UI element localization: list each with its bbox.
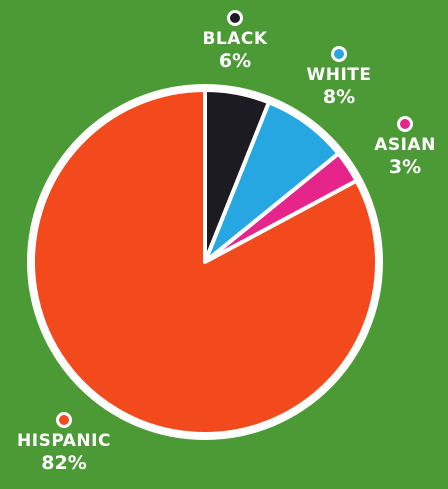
white-value: 8%: [322, 85, 356, 108]
label-hispanic: HISPANIC 82%: [4, 412, 124, 474]
hispanic-legend-dot: [56, 412, 72, 428]
label-asian: ASIAN 3%: [362, 116, 448, 178]
black-value: 6%: [218, 49, 252, 72]
label-black: BLACK 6%: [190, 10, 280, 72]
white-label: WHITE: [306, 65, 372, 85]
hispanic-label: HISPANIC: [17, 431, 111, 451]
black-label: BLACK: [202, 29, 268, 49]
asian-label: ASIAN: [374, 135, 436, 155]
pie-slices: [31, 88, 379, 436]
asian-legend-dot: [397, 116, 413, 132]
hispanic-value: 82%: [41, 451, 87, 474]
asian-value: 3%: [388, 155, 422, 178]
pie-slice-hispanic: [31, 88, 379, 436]
black-legend-dot: [227, 10, 243, 26]
white-legend-dot: [331, 46, 347, 62]
label-white: WHITE 8%: [294, 46, 384, 108]
